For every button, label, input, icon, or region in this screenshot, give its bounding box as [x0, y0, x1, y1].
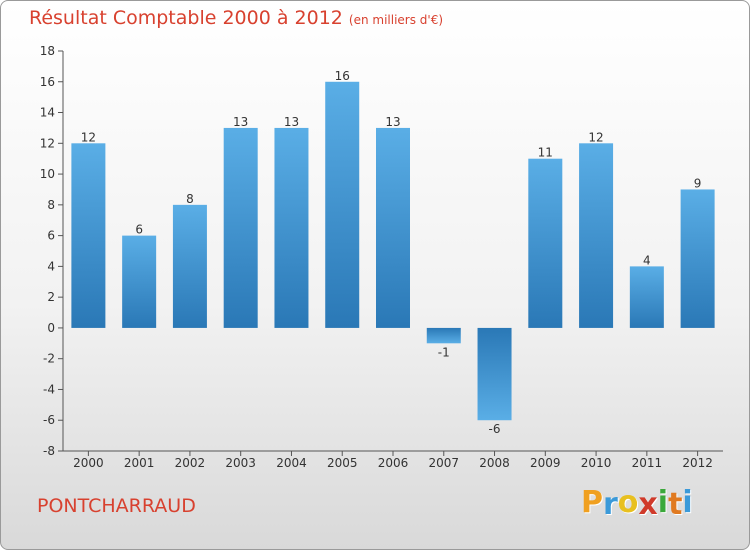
x-tick-label: 2003 — [225, 456, 256, 470]
data-label: 12 — [588, 130, 603, 144]
y-tick-label: 16 — [40, 75, 55, 89]
y-tick-label: -8 — [43, 444, 55, 458]
data-label: 9 — [694, 176, 702, 190]
y-tick-label: 6 — [47, 229, 55, 243]
y-tick-label: 18 — [40, 44, 55, 58]
bar-2003 — [223, 127, 258, 328]
y-tick-label: -2 — [43, 352, 55, 366]
chart-title: Résultat Comptable 2000 à 2012 (en millie… — [29, 7, 444, 29]
x-tick-label: 2009 — [530, 456, 561, 470]
logo-letter: o — [617, 485, 639, 520]
bar-2011 — [629, 266, 664, 328]
y-tick-label: 8 — [47, 198, 55, 212]
logo-letter: r — [603, 487, 618, 522]
proxiti-logo: Proxiti — [581, 485, 693, 522]
bar-2002 — [172, 204, 207, 328]
logo-letter: t — [668, 487, 683, 522]
y-tick-label: 10 — [40, 167, 55, 181]
x-tick-label: 2002 — [175, 456, 206, 470]
y-tick-label: 2 — [47, 290, 55, 304]
x-tick-label: 2006 — [378, 456, 409, 470]
data-label: 4 — [643, 253, 651, 267]
bar-2005 — [325, 81, 360, 328]
data-label: 12 — [81, 130, 96, 144]
bar-2012 — [680, 189, 715, 328]
chart-subtitle: (en milliers d'€) — [348, 13, 444, 27]
bar-2009 — [528, 158, 563, 328]
data-label: 8 — [186, 192, 194, 206]
x-tick-label: 2000 — [73, 456, 104, 470]
x-tick-label: 2001 — [124, 456, 155, 470]
logo-letter: i — [657, 485, 669, 520]
y-tick-label: 14 — [40, 106, 55, 120]
data-label: -1 — [438, 345, 450, 359]
x-tick-label: 2007 — [428, 456, 459, 470]
data-label: 13 — [233, 115, 248, 129]
commune-name: PONTCHARRAUD — [37, 495, 196, 517]
data-label: 11 — [538, 146, 553, 160]
logo-letter: x — [638, 487, 658, 522]
bar-2001 — [122, 235, 157, 328]
y-tick-label: -6 — [43, 413, 55, 427]
data-label: 13 — [385, 115, 400, 129]
data-label: -6 — [489, 422, 501, 436]
x-tick-label: 2012 — [682, 456, 713, 470]
bar-2000 — [71, 143, 106, 328]
logo-letter: P — [581, 485, 603, 520]
data-label: 13 — [284, 115, 299, 129]
x-tick-label: 2004 — [276, 456, 307, 470]
y-tick-label: -4 — [43, 382, 55, 396]
logo-letter: i — [682, 485, 693, 520]
bar-2004 — [274, 127, 309, 328]
y-tick-label: 4 — [47, 259, 55, 273]
bar-2007 — [426, 327, 461, 344]
x-tick-label: 2011 — [632, 456, 663, 470]
x-tick-label: 2008 — [479, 456, 510, 470]
y-tick-label: 12 — [40, 136, 55, 150]
bar-2008 — [477, 327, 512, 421]
y-tick-label: 0 — [47, 321, 55, 335]
data-label: 6 — [135, 223, 143, 237]
x-tick-label: 2005 — [327, 456, 358, 470]
bar-2010 — [579, 143, 614, 328]
x-tick-label: 2010 — [581, 456, 612, 470]
bar-2006 — [376, 127, 410, 328]
data-label: 16 — [335, 69, 350, 83]
